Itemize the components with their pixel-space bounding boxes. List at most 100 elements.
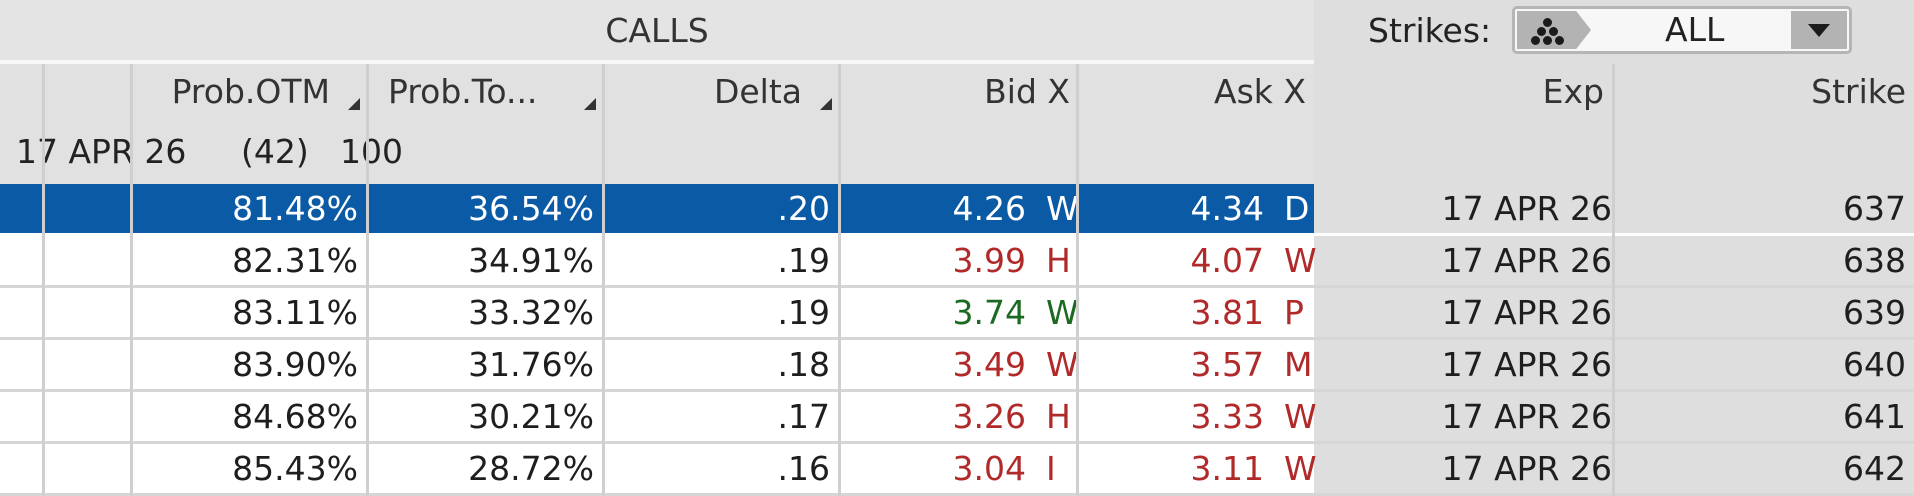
cell-exp: 17 APR 26 (1441, 449, 1612, 488)
cell-exp: 17 APR 26 (1441, 189, 1612, 228)
cell-delta: .17 (777, 397, 830, 436)
cell-delta: .18 (777, 345, 830, 384)
group-multiplier: 100 (340, 132, 403, 171)
cell-bid-exchange: W (1046, 293, 1079, 332)
table-row[interactable]: 83.90% 31.76% .18 3.49 W 3.57 M 17 APR 26 640 (0, 340, 1914, 392)
column-divider (1612, 64, 1615, 496)
cell-bid-exchange: I (1046, 449, 1056, 488)
cell-ask-exchange: P (1284, 293, 1304, 332)
cell-strike: 637 (1843, 189, 1906, 228)
cell-ask-exchange: D (1284, 189, 1310, 228)
chevron-down-icon[interactable] (1791, 11, 1847, 49)
cell-bid: 4.26 (952, 189, 1026, 228)
strikes-pyramid-icon[interactable] (1517, 11, 1591, 49)
table-row[interactable]: 83.11% 33.32% .19 3.74 W 3.81 P 17 APR 26 639 (0, 288, 1914, 340)
cell-prob-touch: 28.72% (468, 449, 594, 488)
cell-ask: 3.81 (1190, 293, 1264, 332)
cell-prob-touch: 31.76% (468, 345, 594, 384)
title-divider (0, 60, 1314, 64)
cell-prob-otm: 82.31% (232, 241, 358, 280)
cell-bid: 3.04 (952, 449, 1026, 488)
column-header-blank-1[interactable] (0, 64, 44, 118)
column-header-ask-label: Ask X (1214, 71, 1306, 111)
column-divider (366, 64, 369, 496)
cell-ask: 3.33 (1190, 397, 1264, 436)
cell-ask-exchange: M (1284, 345, 1313, 384)
group-days-to-expiry: (42) (241, 132, 309, 171)
cell-prob-otm: 83.90% (232, 345, 358, 384)
sort-indicator-icon (348, 98, 360, 110)
cell-prob-touch: 36.54% (468, 189, 594, 228)
column-header-prob-touch-label: Prob.To... (388, 71, 538, 111)
column-header-prob-otm-label: Prob.OTM (171, 71, 330, 111)
cell-ask: 3.11 (1190, 449, 1264, 488)
cell-delta: .19 (777, 241, 830, 280)
cell-bid: 3.26 (952, 397, 1026, 436)
column-header-prob-touch[interactable]: Prob.To... (368, 64, 604, 118)
column-header-bid-label: Bid X (984, 71, 1070, 111)
cell-bid-exchange: H (1046, 241, 1071, 280)
cell-prob-otm: 83.11% (232, 293, 358, 332)
sort-indicator-icon (820, 98, 832, 110)
cell-strike: 638 (1843, 241, 1906, 280)
cell-exp: 17 APR 26 (1441, 293, 1612, 332)
column-header-exp-label: Exp (1542, 71, 1604, 111)
table-row-selected[interactable]: 81.48% 36.54% .20 4.26 W 4.34 D 17 APR 26 637 (0, 184, 1914, 236)
cell-delta: .20 (777, 189, 830, 228)
table-row[interactable]: 85.43% 28.72% .16 3.04 I 3.11 W 17 APR 26 642 (0, 444, 1914, 496)
cell-bid-exchange: H (1046, 397, 1071, 436)
column-divider (838, 64, 841, 496)
cell-exp: 17 APR 26 (1441, 345, 1612, 384)
cell-bid-exchange: W (1046, 345, 1079, 384)
column-divider (602, 64, 605, 496)
table-row[interactable]: 84.68% 30.21% .17 3.26 H 3.33 W 17 APR 26 641 (0, 392, 1914, 444)
cell-ask: 4.34 (1190, 189, 1264, 228)
column-header-exp[interactable]: Exp (1314, 64, 1612, 118)
cell-prob-touch: 33.32% (468, 293, 594, 332)
row-divider (0, 337, 1914, 340)
cell-strike: 642 (1843, 449, 1906, 488)
column-header-delta[interactable]: Delta (604, 64, 840, 118)
row-divider (0, 493, 1914, 496)
cell-bid-exchange: W (1046, 189, 1079, 228)
row-divider (0, 441, 1914, 444)
cell-bid: 3.49 (952, 345, 1026, 384)
cell-prob-touch: 30.21% (468, 397, 594, 436)
column-header-strike[interactable]: Strike (1612, 64, 1914, 118)
cell-exp: 17 APR 26 (1441, 241, 1612, 280)
cell-ask-exchange: W (1284, 397, 1317, 436)
column-header-ask[interactable]: Ask X (1078, 64, 1314, 118)
cell-ask: 3.57 (1190, 345, 1264, 384)
cell-bid: 3.74 (952, 293, 1026, 332)
cell-prob-otm: 84.68% (232, 397, 358, 436)
cell-strike: 641 (1843, 397, 1906, 436)
cell-ask: 4.07 (1190, 241, 1264, 280)
expiration-group-row[interactable]: 17 APR 26 (42) 100 (0, 118, 1314, 184)
column-header-delta-label: Delta (713, 71, 802, 111)
calls-section-title: CALLS (0, 0, 1314, 60)
cell-prob-otm: 85.43% (232, 449, 358, 488)
column-header-blank-2[interactable] (44, 64, 132, 118)
cell-prob-touch: 34.91% (468, 241, 594, 280)
cell-ask-exchange: W (1284, 241, 1317, 280)
table-row[interactable]: 82.31% 34.91% .19 3.99 H 4.07 W 17 APR 26 638 (0, 236, 1914, 288)
sort-indicator-icon (584, 98, 596, 110)
strikes-dropdown-value: ALL (1665, 10, 1725, 49)
selection-highlight (0, 184, 1314, 233)
cell-delta: .16 (777, 449, 830, 488)
strikes-label: Strikes: (1368, 11, 1492, 50)
row-divider (0, 389, 1914, 392)
column-header-prob-otm[interactable]: Prob.OTM (132, 64, 368, 118)
cell-ask-exchange: W (1284, 449, 1317, 488)
cell-bid: 3.99 (952, 241, 1026, 280)
cell-delta: .19 (777, 293, 830, 332)
row-divider (0, 285, 1914, 288)
cell-exp: 17 APR 26 (1441, 397, 1612, 436)
strikes-dropdown[interactable]: ALL (1512, 6, 1852, 54)
column-divider (42, 64, 45, 496)
cell-prob-otm: 81.48% (232, 189, 358, 228)
column-header-bid[interactable]: Bid X (840, 64, 1078, 118)
row-divider (0, 233, 1914, 236)
cell-strike: 639 (1843, 293, 1906, 332)
column-header-strike-label: Strike (1811, 71, 1906, 111)
